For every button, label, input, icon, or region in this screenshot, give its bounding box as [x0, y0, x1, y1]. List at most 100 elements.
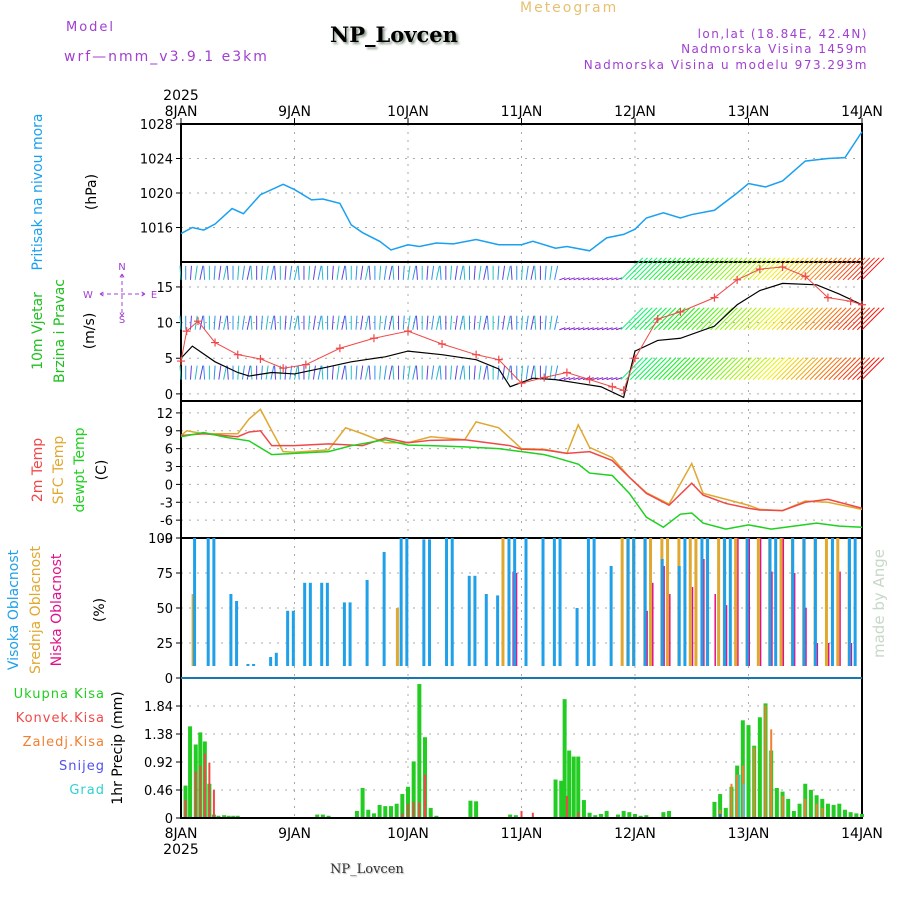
wind-barb — [534, 315, 537, 330]
gust-marker — [585, 375, 594, 384]
y-tick-label: 1.38 — [144, 728, 173, 743]
precip-total-bar — [842, 809, 847, 817]
wind-barb — [653, 257, 677, 281]
wind-barb — [497, 265, 500, 280]
precip-conv-bar — [565, 795, 568, 817]
wind-barb — [748, 307, 771, 331]
wind-barb — [530, 265, 535, 280]
wind-barb — [828, 357, 852, 380]
wind-barb — [743, 357, 767, 380]
wind-barb — [265, 265, 269, 280]
wind-title-2: Brzina i Pravac — [52, 279, 68, 383]
wind-barb — [686, 257, 710, 281]
wind-barb — [383, 315, 387, 330]
precip-total-bar — [598, 813, 603, 817]
cloud-high-bar — [592, 538, 596, 666]
cloud-high-bar — [193, 538, 197, 666]
precip-legend-item: Zaledj.Kisa — [23, 735, 105, 750]
wind-barb — [510, 265, 513, 280]
wind-barb — [189, 265, 192, 280]
precip-total-bar — [831, 804, 836, 817]
y-tick-label: 25 — [156, 637, 173, 652]
wind-barb — [392, 265, 395, 280]
precip-total-bar — [434, 815, 439, 817]
wind-barb — [757, 307, 781, 331]
precip-total-bar — [661, 812, 666, 817]
wind-barb — [274, 265, 277, 280]
cloud-high-bar — [342, 602, 346, 666]
precip-frz-bar — [815, 803, 818, 817]
wind-barb — [606, 277, 613, 281]
cloud-low-bar — [816, 643, 819, 666]
cloud-mid-bar — [824, 538, 828, 666]
wind-barb — [199, 265, 204, 280]
cloud-high-bar — [291, 610, 295, 666]
wind-barb — [634, 357, 658, 380]
axes-layer — [176, 118, 863, 819]
x-tick-label-top: 11JAN — [501, 104, 543, 120]
precip-total-bar — [553, 779, 558, 817]
gust-marker — [540, 373, 549, 382]
precip-total-bar — [508, 814, 513, 817]
precip-conv-bar — [203, 753, 206, 817]
wind-barb — [658, 307, 681, 331]
legend-dewpt-temp: dewpt Temp — [72, 427, 88, 512]
wind-barb — [743, 257, 767, 281]
wind-barb — [629, 257, 653, 281]
precip-unit: 1hr Precip (mm) — [110, 691, 126, 804]
wind-barb — [677, 257, 700, 281]
wind-barb — [738, 257, 762, 281]
wind-barb — [218, 315, 222, 330]
wind-barb — [677, 357, 700, 380]
legend-cloud-mid: Srednja Oblacnost — [28, 546, 44, 674]
wind-barb — [856, 357, 880, 380]
precip-frz-bar — [719, 809, 722, 817]
precip-total-bar — [723, 807, 728, 817]
precip-total-bar — [226, 815, 231, 817]
precip-total-bar — [712, 801, 717, 817]
wind-barb — [360, 365, 364, 380]
wind-barb — [250, 265, 253, 280]
precip-total-bar — [638, 815, 643, 817]
wind-barb — [554, 315, 559, 330]
precip-total-bar — [417, 684, 422, 817]
cloud-high-bar — [774, 538, 778, 666]
wind-barb — [454, 265, 458, 280]
wind-barb — [189, 365, 192, 380]
wind-barb — [757, 357, 781, 380]
panel-frame — [180, 400, 863, 539]
cloud-low-bar — [850, 643, 853, 666]
wind-barb — [554, 265, 559, 280]
wind-barb — [360, 315, 364, 330]
wind-barb — [658, 257, 681, 281]
wind-barb — [439, 315, 442, 330]
cloud-high-bar — [445, 538, 449, 666]
wind-barb — [597, 277, 604, 281]
wind-barb — [486, 365, 489, 380]
wind-barb — [218, 365, 222, 380]
wind-barb — [530, 365, 535, 380]
wind-barb — [407, 265, 411, 280]
legend-cloud-low: Niska Oblacnost — [49, 553, 65, 666]
precip-total-bar — [757, 717, 762, 817]
legend-cloud-high: Visoka Oblacnost — [6, 549, 22, 670]
cloud-high-bar — [677, 566, 681, 666]
wind-barb — [270, 315, 275, 330]
wind-barb — [861, 257, 885, 281]
wind-barb — [506, 365, 511, 380]
precip-total-bar — [797, 803, 802, 817]
wind-barb — [473, 315, 476, 330]
wind-barb — [294, 365, 298, 380]
wind-barb — [625, 257, 648, 281]
precip-total-bar — [216, 815, 221, 817]
altitude-label: Nadmorska Visina 1459m — [681, 42, 868, 56]
precip-conv-bar — [418, 802, 421, 817]
wind-barb — [194, 365, 198, 380]
wind-barb — [809, 257, 833, 281]
wind-barb — [525, 365, 529, 380]
wind-barb — [331, 365, 334, 380]
cloud-low-bar — [663, 566, 665, 666]
wind-barb — [463, 265, 466, 280]
wind-barb — [237, 265, 240, 280]
wind-barb — [368, 365, 371, 380]
